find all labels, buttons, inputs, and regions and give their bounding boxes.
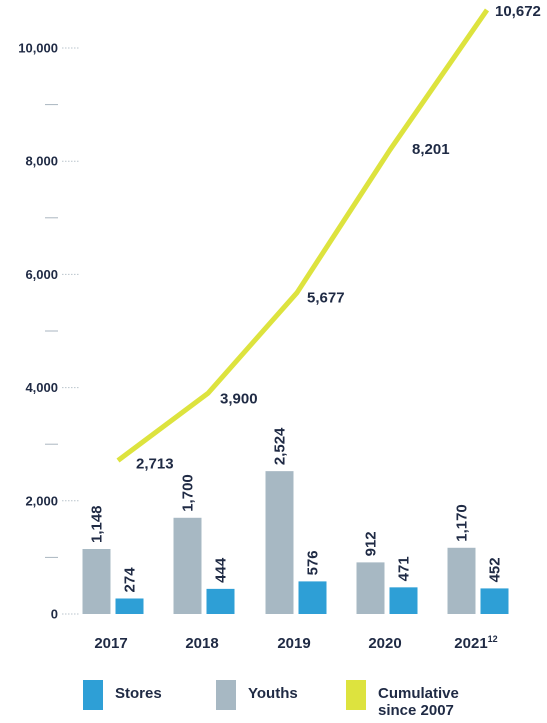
x-tick-label: 2018 — [185, 635, 218, 652]
x-tick-label: 2019 — [277, 635, 310, 652]
bars — [82, 471, 509, 614]
data-label-stores: 471 — [396, 556, 413, 581]
bar-youths — [82, 549, 111, 614]
x-tick-label: 2017 — [94, 635, 127, 652]
legend-swatch-cumulative — [346, 680, 366, 710]
y-tick-label: 0 — [51, 607, 58, 622]
y-tick-label: 4,000 — [25, 380, 58, 395]
data-label-cumulative: 2,713 — [136, 455, 174, 472]
data-label-cumulative: 5,677 — [307, 290, 345, 307]
legend: Stores Youths Cumulative since 2007 — [0, 680, 547, 723]
bar-stores — [115, 598, 144, 614]
bar-youths — [265, 471, 294, 614]
legend-label-cumulative: Cumulative since 2007 — [378, 685, 459, 719]
bar-stores — [389, 587, 418, 614]
y-tick-label: 10,000 — [18, 41, 58, 56]
data-label-youths: 1,170 — [454, 504, 471, 542]
x-tick-footnote: 12 — [488, 634, 498, 644]
y-axis: 0 2,000 4,000 6,000 8,000 10,000 — [18, 41, 80, 622]
x-tick-label: 202112 — [454, 634, 497, 652]
y-tick-label: 2,000 — [25, 493, 58, 508]
legend-label-stores: Stores — [115, 685, 162, 702]
data-labels: 1,148 274 1,700 444 2,524 576 912 471 1,170 452 2,… — [89, 3, 541, 593]
bar-youths — [173, 517, 202, 614]
data-label-cumulative: 3,900 — [220, 390, 258, 407]
data-label-stores: 444 — [213, 557, 230, 583]
bar-youths — [356, 562, 385, 614]
data-label-stores: 452 — [487, 557, 504, 582]
bar-youths — [447, 547, 476, 614]
data-label-youths: 1,700 — [180, 474, 197, 512]
data-label-youths: 2,524 — [272, 427, 289, 465]
bar-stores — [480, 588, 509, 614]
data-label-cumulative: 8,201 — [412, 141, 450, 158]
cumulative-line — [116, 8, 490, 463]
legend-item-cumulative: Cumulative since 2007 — [346, 680, 488, 719]
data-label-stores: 274 — [122, 567, 139, 593]
data-label-stores: 576 — [305, 550, 322, 575]
bar-stores — [298, 581, 327, 614]
bar-stores — [206, 588, 235, 614]
data-label-cumulative: 10,672 — [495, 3, 541, 20]
legend-swatch-stores — [83, 680, 103, 710]
y-tick-label: 6,000 — [25, 267, 58, 282]
legend-label-youths: Youths — [248, 685, 298, 702]
x-axis: 2017 2018 2019 2020 202112 — [94, 634, 497, 652]
legend-swatch-youths — [216, 680, 236, 710]
x-tick-label: 2020 — [368, 635, 401, 652]
data-label-youths: 1,148 — [89, 505, 106, 543]
legend-item-stores: Stores — [83, 680, 162, 710]
cumulative-line-path — [116, 8, 490, 463]
data-label-youths: 912 — [363, 531, 380, 556]
legend-item-youths: Youths — [216, 680, 298, 710]
y-tick-label: 8,000 — [25, 154, 58, 169]
